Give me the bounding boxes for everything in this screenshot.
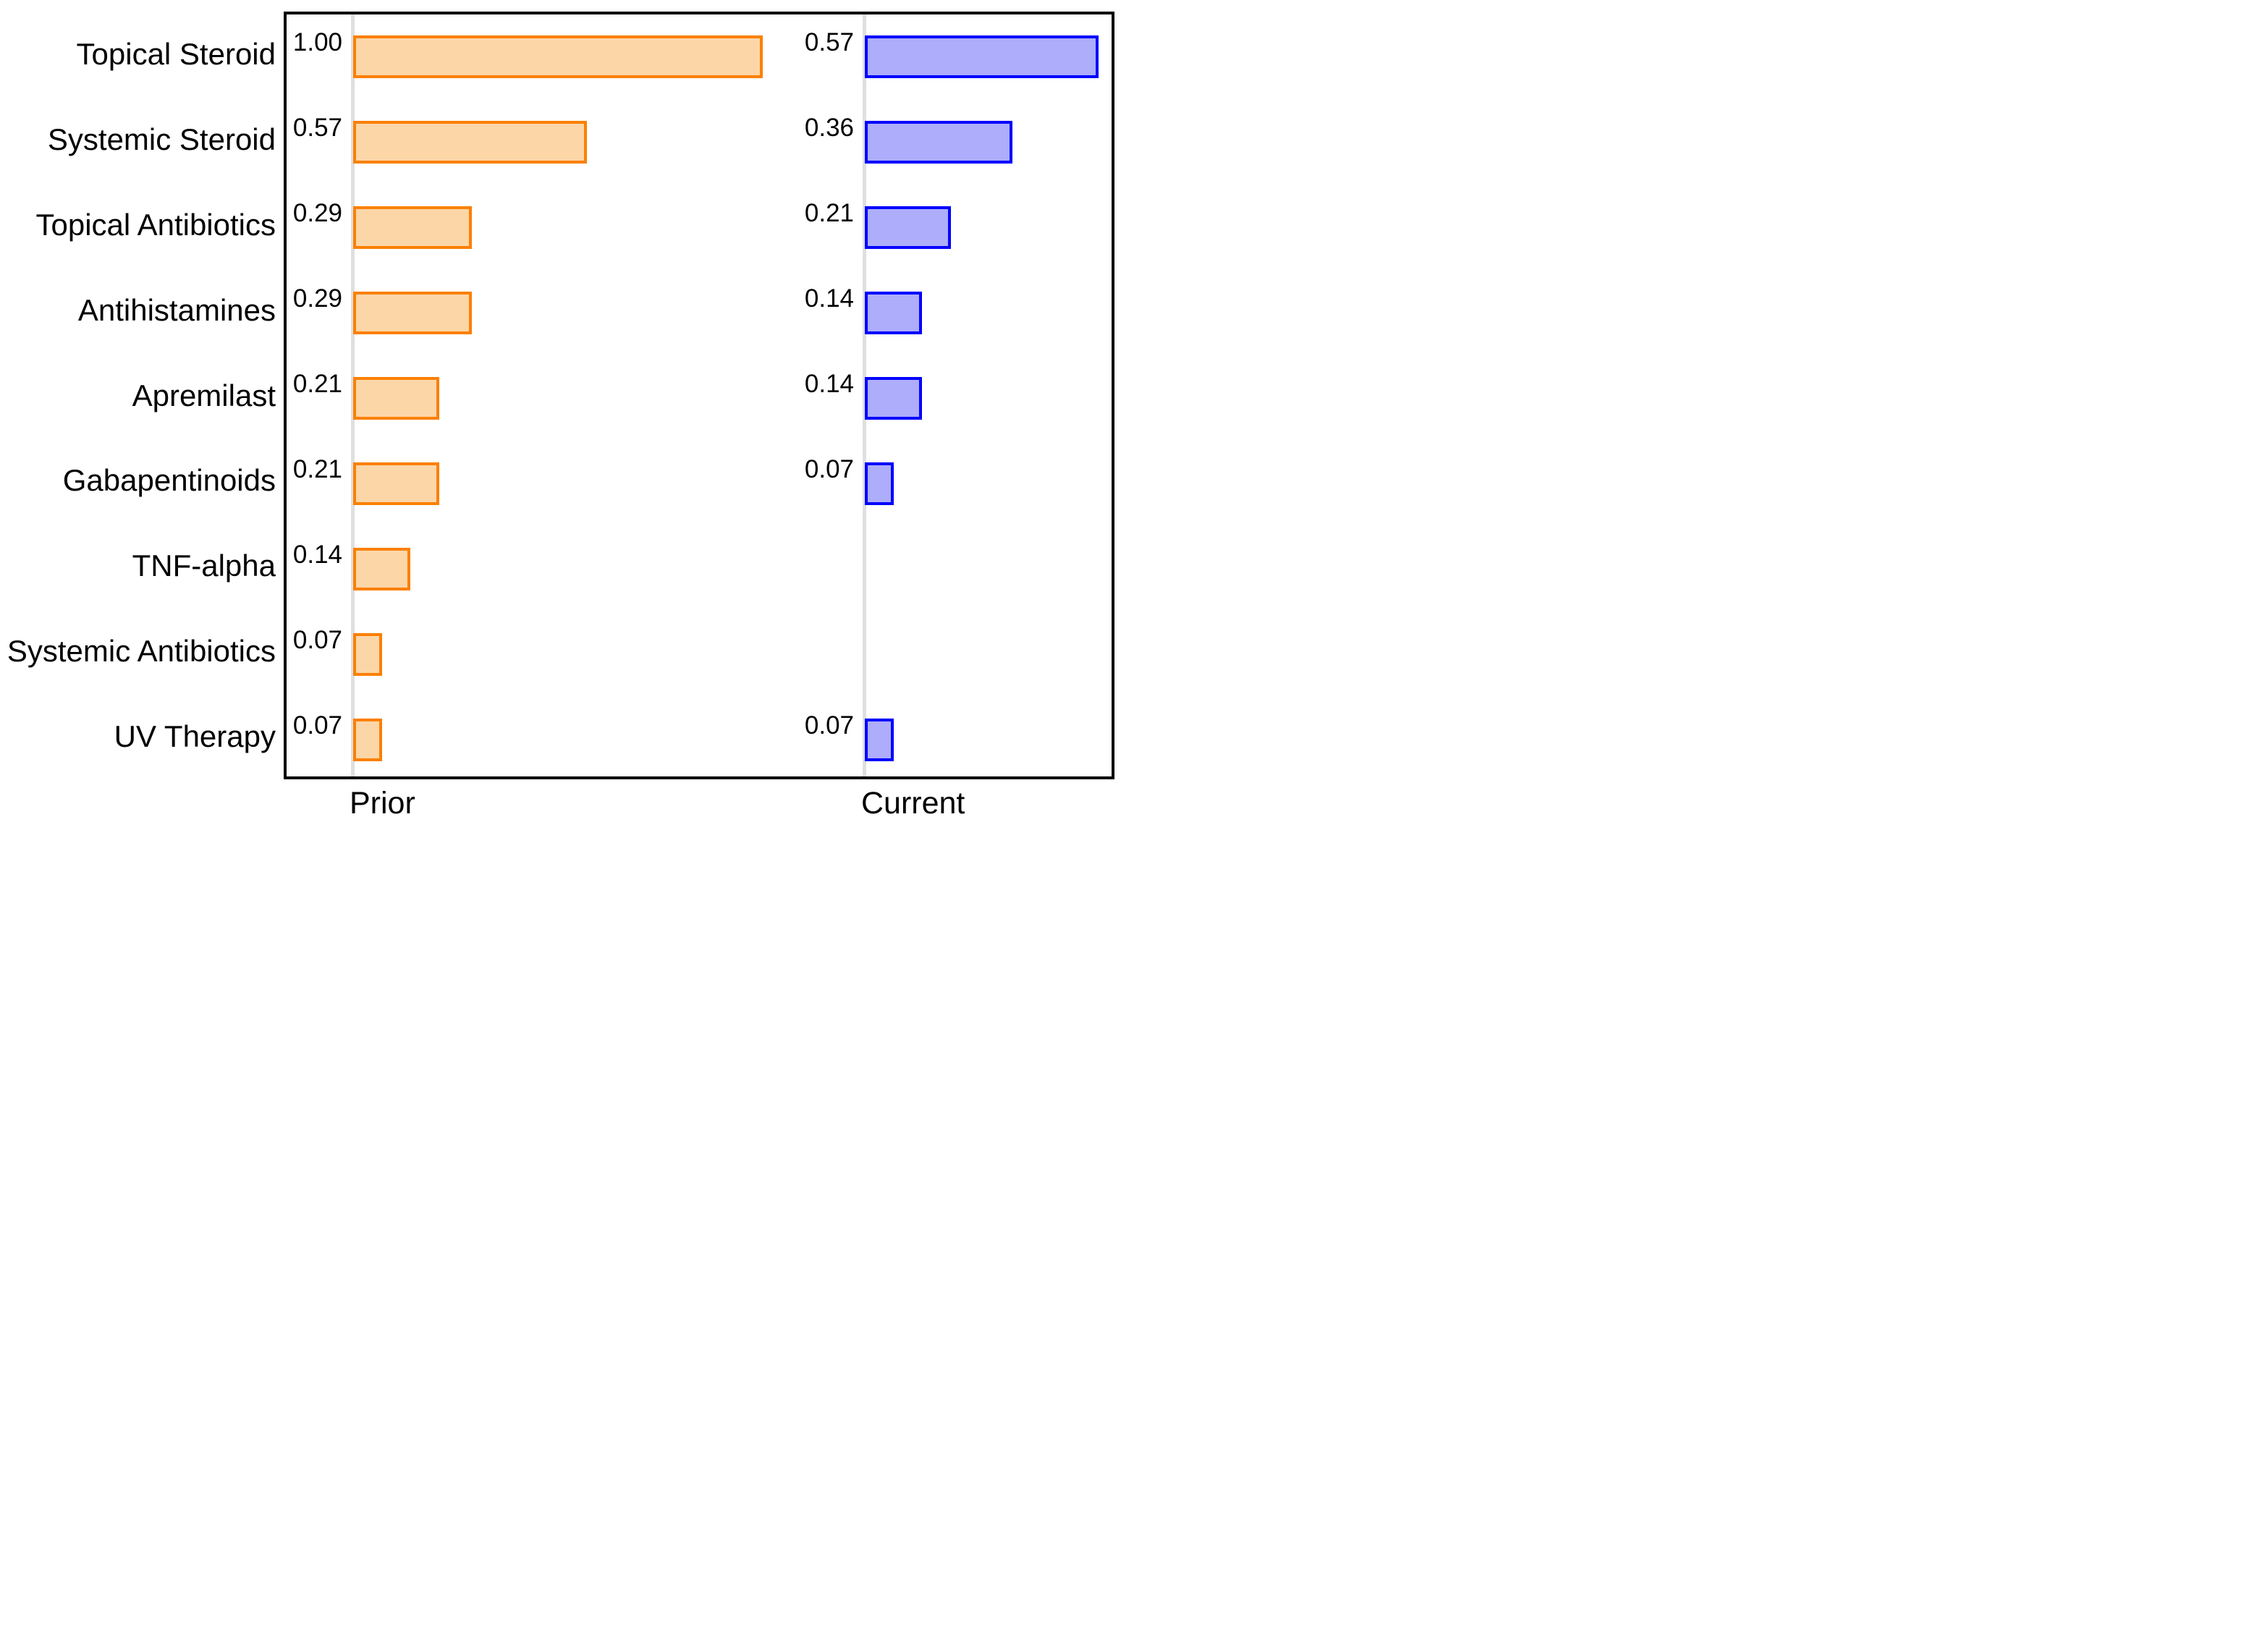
- prior-bar: [353, 121, 587, 164]
- category-label: Topical Steroid: [76, 36, 276, 71]
- current-value-label: 0.07: [804, 454, 854, 483]
- prior-value-label: 0.21: [292, 370, 342, 398]
- category-label: Gabapentinoids: [62, 463, 276, 498]
- prior-value-label: 0.07: [292, 625, 342, 654]
- current-bar: [865, 377, 922, 420]
- category-label: Apremilast: [132, 378, 276, 412]
- current-value-label: 0.57: [804, 28, 854, 57]
- category-label: Systemic Antibiotics: [7, 634, 276, 669]
- prior-value-label: 0.57: [292, 114, 342, 143]
- current-axis-line: [863, 14, 866, 776]
- prior-value-label: 0.07: [292, 711, 342, 740]
- current-value-label: 0.36: [804, 114, 854, 143]
- category-label: Antihistamines: [77, 292, 276, 327]
- current-value-label: 0.21: [804, 199, 854, 228]
- prior-value-label: 0.14: [292, 540, 342, 569]
- category-label: Topical Antibiotics: [35, 207, 276, 242]
- prior-bar: [353, 462, 439, 505]
- current-value-label: 0.07: [804, 711, 854, 740]
- current-bar: [865, 292, 922, 335]
- prior-value-label: 1.00: [292, 28, 342, 57]
- prior-bar: [353, 35, 763, 79]
- current-bar: [865, 462, 894, 505]
- prior-value-label: 0.29: [292, 284, 342, 313]
- x-axis-label-current: Current: [861, 786, 965, 821]
- category-label: Systemic Steroid: [47, 122, 276, 156]
- plot-area: [284, 12, 1114, 779]
- grouped-bar-chart: Topical Steroid 1.00 0.57 Systemic Steroid 0…: [0, 0, 1128, 826]
- prior-axis-line: [351, 14, 355, 776]
- prior-bar: [353, 632, 382, 676]
- current-value-label: 0.14: [804, 370, 854, 398]
- category-label: TNF-alpha: [132, 548, 276, 583]
- prior-bar: [353, 547, 410, 590]
- x-axis-label-prior: Prior: [350, 786, 415, 821]
- current-bar: [865, 206, 951, 250]
- prior-bar: [353, 377, 439, 420]
- current-bar: [865, 718, 894, 761]
- current-value-label: 0.14: [804, 284, 854, 313]
- current-bar: [865, 35, 1099, 79]
- prior-value-label: 0.29: [292, 199, 342, 228]
- category-label: UV Therapy: [114, 719, 276, 754]
- prior-value-label: 0.21: [292, 454, 342, 483]
- prior-bar: [353, 718, 382, 761]
- prior-bar: [353, 292, 472, 335]
- prior-bar: [353, 206, 472, 250]
- current-bar: [865, 121, 1012, 164]
